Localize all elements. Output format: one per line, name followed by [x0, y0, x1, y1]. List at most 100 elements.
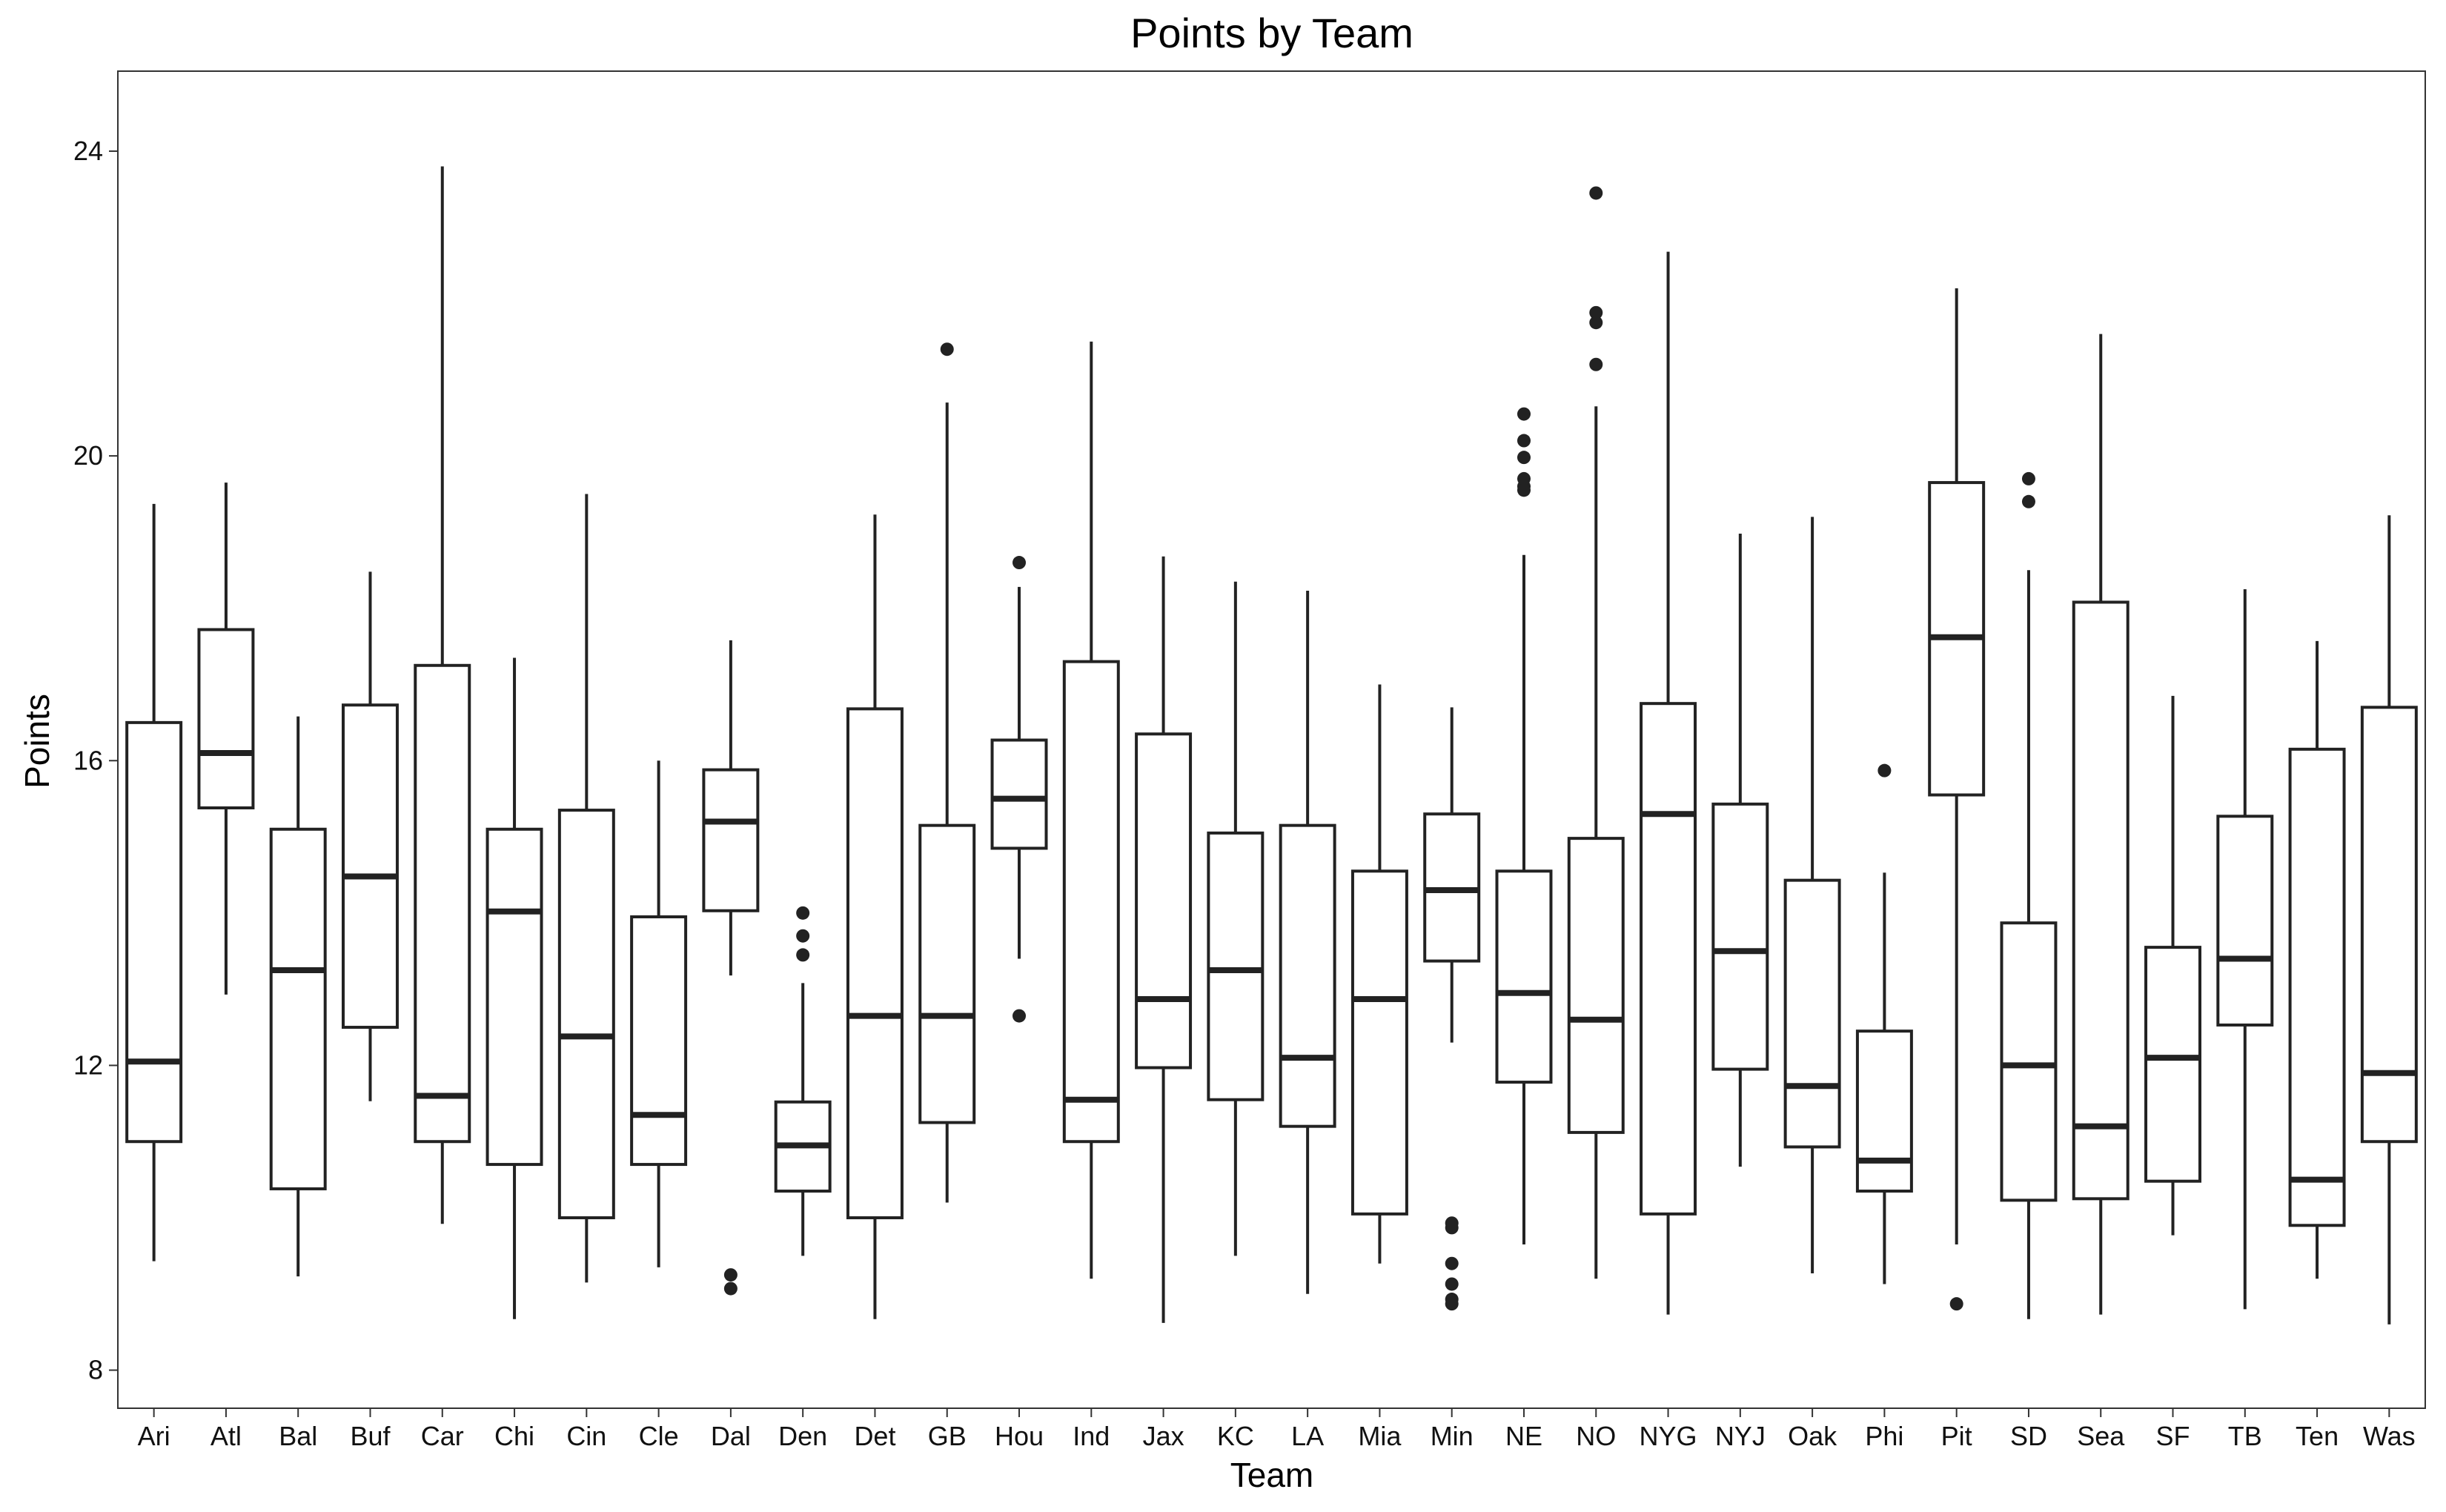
box-Atl: [197, 483, 255, 995]
outlier-point: [1517, 434, 1531, 448]
box-TB: [2216, 588, 2274, 1310]
box-Pit: [1928, 288, 1986, 1311]
box-body: [2144, 946, 2201, 1183]
box-NYJ: [1711, 533, 1769, 1167]
box-body: [1279, 823, 1336, 1128]
x-tick-label: SF: [2156, 1421, 2190, 1451]
box-Cin: [557, 494, 615, 1283]
outlier-point: [796, 929, 810, 943]
box-NYG: [1640, 251, 1697, 1315]
outlier-point: [1589, 305, 1603, 319]
box-Bal: [269, 716, 327, 1277]
x-tick-label: Min: [1431, 1421, 1474, 1451]
box-Mia: [1350, 684, 1408, 1264]
x-tick-label: Buf: [350, 1421, 391, 1451]
box-body: [1567, 837, 1625, 1134]
x-tick-label: NYG: [1640, 1421, 1697, 1451]
box-body: [414, 663, 471, 1144]
box-body: [1350, 869, 1408, 1216]
y-tick-label: 8: [88, 1355, 103, 1385]
box-SF: [2144, 695, 2201, 1236]
x-tick-label: Pit: [1941, 1421, 1972, 1451]
x-tick-label: Cle: [639, 1421, 679, 1451]
x-tick-label: Chi: [494, 1421, 534, 1451]
outlier-point: [1589, 316, 1603, 330]
y-tick-label: 20: [73, 440, 103, 471]
outlier-point: [1589, 357, 1603, 371]
x-tick-label: GB: [928, 1421, 967, 1451]
box-Det: [846, 514, 904, 1319]
x-tick-label: Phi: [1865, 1421, 1903, 1451]
box-NO: [1567, 186, 1625, 1279]
box-LA: [1279, 591, 1336, 1294]
x-tick-label: NYJ: [1715, 1421, 1766, 1451]
box-body: [197, 628, 255, 809]
box-Car: [414, 166, 471, 1224]
outlier-point: [1445, 1221, 1459, 1235]
chart-title: Points by Team: [1130, 10, 1413, 56]
x-tick-label: Sea: [2077, 1421, 2125, 1451]
y-tick-label: 24: [73, 136, 103, 166]
outlier-point: [1517, 451, 1531, 465]
x-tick-label: Ind: [1073, 1421, 1110, 1451]
box-body: [2000, 921, 2058, 1202]
outlier-point: [1445, 1256, 1459, 1270]
box-body: [1062, 660, 1120, 1144]
box-Dal: [702, 640, 760, 1296]
y-axis-title: Points: [18, 694, 56, 789]
box-body: [269, 827, 327, 1190]
x-tick-label: KC: [1217, 1421, 1254, 1451]
outlier-point: [723, 1281, 738, 1296]
box-SD: [2000, 471, 2058, 1319]
x-tick-label: Oak: [1788, 1421, 1837, 1451]
box-body: [2216, 815, 2274, 1027]
box-Sea: [2072, 334, 2130, 1315]
box-Chi: [485, 657, 543, 1319]
x-tick-label: Den: [778, 1421, 827, 1451]
box-GB: [918, 342, 976, 1203]
x-tick-label: NE: [1505, 1421, 1542, 1451]
x-tick-label: SD: [2010, 1421, 2047, 1451]
x-tick-label: Atl: [211, 1421, 242, 1451]
box-body: [846, 707, 904, 1220]
box-body: [125, 720, 183, 1144]
box-body: [990, 738, 1048, 850]
box-Oak: [1783, 517, 1841, 1274]
box-series: [125, 166, 2418, 1324]
outlier-point: [796, 906, 810, 920]
outlier-point: [1012, 1009, 1027, 1023]
x-tick-label: Hou: [995, 1421, 1044, 1451]
outlier-point: [796, 948, 810, 962]
box-body: [702, 768, 760, 912]
box-body: [1711, 802, 1769, 1071]
box-body: [2072, 600, 2130, 1201]
x-tick-label: Bal: [279, 1421, 317, 1451]
outlier-point: [1877, 763, 1892, 777]
box-body: [918, 823, 976, 1124]
y-tick-label: 16: [73, 745, 103, 775]
x-tick-label: TB: [2228, 1421, 2262, 1451]
outlier-point: [2021, 471, 2035, 485]
box-body: [1783, 878, 1841, 1149]
y-axis: 8 12 16 20 24: [73, 136, 118, 1385]
box-Phi: [1855, 763, 1913, 1284]
box-Den: [774, 906, 832, 1256]
box-Min: [1423, 707, 1481, 1311]
outlier-point: [2021, 494, 2035, 508]
box-NE: [1495, 407, 1553, 1244]
x-tick-label: Ari: [138, 1421, 170, 1451]
box-body: [557, 809, 615, 1220]
box-body: [1855, 1029, 1913, 1193]
box-Hou: [990, 556, 1048, 1023]
outlier-point: [1012, 556, 1027, 570]
x-axis: Ari Atl Bal Buf Car Chi Cin Cle Dal Den Det GB Hou In…: [138, 1408, 2416, 1451]
x-tick-label: Was: [2363, 1421, 2416, 1451]
box-body: [1640, 702, 1697, 1216]
box-Ind: [1062, 341, 1120, 1279]
box-Was: [2360, 515, 2418, 1324]
box-body: [1135, 732, 1193, 1070]
box-Jax: [1135, 556, 1193, 1323]
x-tick-label: Cin: [566, 1421, 606, 1451]
box-body: [485, 827, 543, 1167]
